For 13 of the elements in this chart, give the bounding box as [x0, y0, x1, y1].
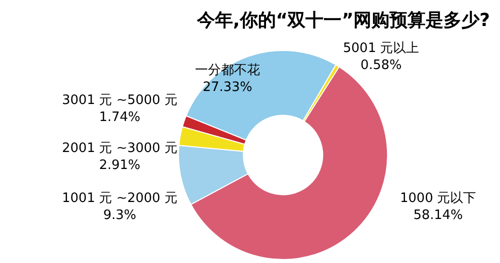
- data-label: 9.3%: [102, 207, 138, 224]
- data-label: 0.58%: [359, 57, 403, 74]
- data-label: 2.91%: [98, 157, 142, 174]
- data-label: 27.33%: [202, 79, 254, 96]
- data-label: 58.14%: [412, 207, 464, 224]
- chart-title: 今年,你的“双十一”网购预算是多少?: [197, 9, 490, 32]
- slice-label: 1001 元 ~2000 元: [62, 190, 178, 207]
- slice-label: 3001 元 ~5000 元: [62, 92, 178, 109]
- slice-label: 一分都不花: [195, 62, 260, 79]
- slice-label: 5001 元以上: [343, 40, 420, 57]
- slice-label: 2001 元 ~3000 元: [62, 140, 178, 157]
- slice-label: 1000 元以下: [400, 190, 476, 207]
- data-label: 1.74%: [98, 109, 142, 126]
